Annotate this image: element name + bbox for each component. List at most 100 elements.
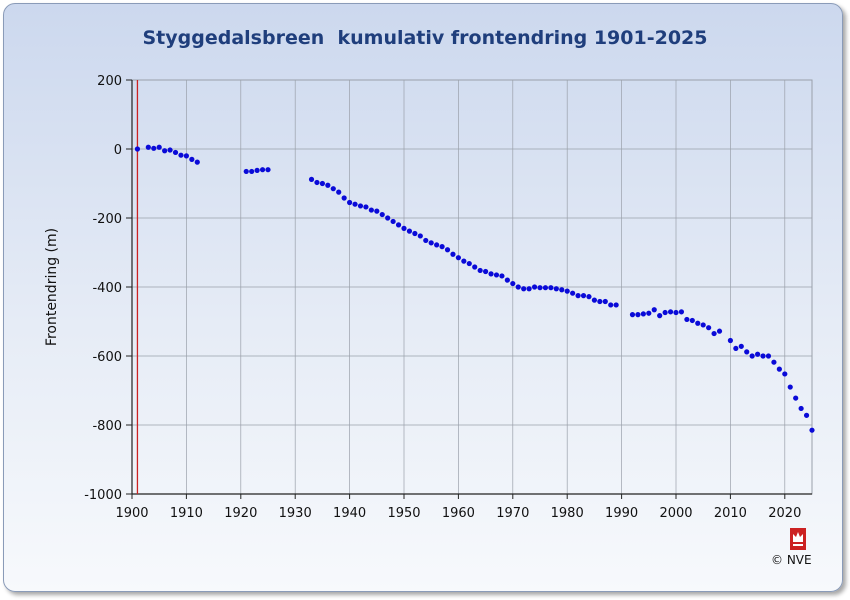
data-point: [259, 167, 266, 173]
y-axis-label: Frontendring (m): [44, 228, 60, 346]
data-point: [765, 353, 772, 359]
y-tick-label: -1000: [84, 488, 122, 503]
data-point: [401, 225, 407, 231]
x-tick-label: 1960: [442, 506, 475, 521]
x-tick-label: 1910: [170, 506, 203, 521]
data-point: [591, 297, 598, 303]
data-point: [156, 144, 162, 150]
data-point: [314, 179, 320, 186]
data-point: [254, 167, 260, 173]
data-point: [727, 337, 734, 344]
data-point: [798, 405, 804, 412]
data-point: [613, 302, 619, 308]
data-point: [515, 284, 521, 290]
data-point: [657, 313, 663, 319]
y-tick-label: 200: [97, 74, 122, 89]
data-point: [586, 294, 592, 300]
data-point: [477, 267, 483, 274]
data-point: [483, 268, 489, 275]
data-point: [167, 147, 173, 153]
data-point: [776, 366, 782, 372]
data-point: [461, 258, 467, 264]
data-point: [760, 353, 766, 359]
data-point: [499, 273, 505, 279]
data-point: [450, 251, 456, 257]
copyright-label: © NVE: [771, 553, 812, 567]
data-point: [640, 311, 646, 317]
data-point: [466, 260, 472, 267]
data-point: [602, 298, 608, 305]
data-point: [455, 255, 461, 261]
data-point: [651, 307, 657, 313]
data-point: [803, 412, 810, 418]
data-point: [265, 167, 271, 173]
data-point: [689, 317, 695, 324]
data-point: [352, 201, 358, 207]
data-point: [325, 182, 331, 188]
data-point: [782, 371, 788, 377]
data-point: [678, 309, 685, 315]
x-tick-label: 1920: [224, 506, 257, 521]
data-point: [716, 328, 723, 334]
data-point: [793, 395, 799, 401]
data-point: [526, 286, 532, 292]
x-tick-label: 1940: [333, 506, 366, 521]
data-point: [390, 218, 396, 225]
data-point: [243, 168, 249, 175]
x-tick-label: 1950: [387, 506, 420, 521]
data-point: [162, 148, 168, 154]
data-point: [749, 353, 755, 359]
data-point: [521, 286, 527, 292]
nve-logo: [790, 528, 806, 550]
data-point: [434, 242, 440, 248]
data-point: [570, 290, 576, 296]
data-point: [711, 330, 717, 337]
data-point: [608, 302, 614, 308]
x-tick-label: 2020: [768, 506, 801, 521]
data-point: [787, 384, 793, 390]
data-point: [341, 195, 347, 201]
data-point: [385, 215, 391, 221]
data-point: [553, 286, 559, 292]
data-point: [330, 186, 336, 192]
data-point: [336, 189, 342, 195]
x-tick-label: 1970: [496, 506, 529, 521]
data-point: [428, 240, 434, 246]
data-point: [646, 310, 652, 316]
data-point: [673, 309, 679, 316]
data-point: [695, 320, 701, 326]
chart-title: Styggedalsbreen kumulativ frontendring 1…: [142, 27, 708, 49]
data-point: [629, 312, 636, 318]
data-point: [548, 285, 554, 291]
data-point: [172, 149, 179, 156]
data-point: [580, 293, 587, 299]
data-point: [537, 285, 543, 291]
data-point: [488, 271, 494, 277]
data-point: [809, 427, 815, 433]
data-point: [755, 351, 761, 357]
data-point: [444, 247, 451, 253]
data-point: [635, 312, 641, 318]
data-point: [368, 207, 374, 213]
data-point: [684, 316, 690, 323]
data-point: [504, 277, 510, 283]
data-point: [542, 285, 549, 291]
y-tick-label: -200: [92, 212, 122, 227]
data-point: [379, 211, 385, 218]
data-point: [700, 322, 706, 328]
data-point: [374, 208, 380, 214]
data-point: [347, 199, 353, 206]
data-point: [472, 264, 478, 270]
data-point: [493, 272, 500, 278]
data-point: [319, 180, 325, 187]
data-point: [308, 176, 315, 182]
data-point: [178, 152, 184, 158]
data-point: [667, 309, 674, 315]
data-point: [406, 228, 413, 234]
data-point: [417, 233, 423, 239]
data-point: [363, 204, 369, 210]
data-point: [559, 287, 565, 293]
data-point: [189, 156, 195, 162]
data-point: [744, 349, 750, 355]
data-point: [249, 168, 255, 175]
